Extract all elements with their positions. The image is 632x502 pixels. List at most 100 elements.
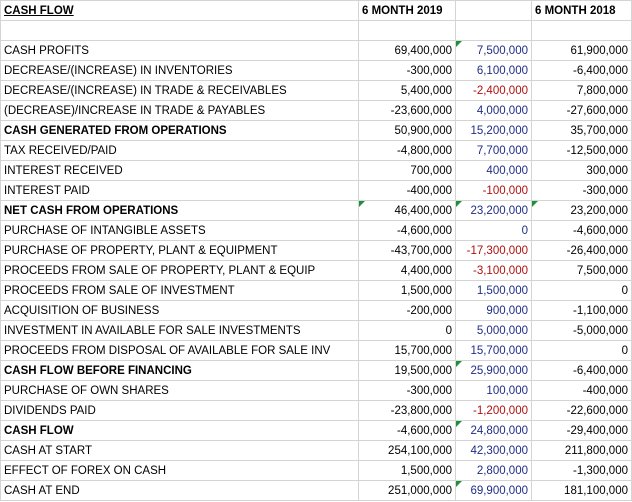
value-2018-cell[interactable]: 181,100,000	[531, 480, 632, 501]
row-label-cell[interactable]: ACQUISITION OF BUSINESS	[0, 300, 359, 321]
value-2019-cell[interactable]: -4,600,000	[358, 420, 456, 441]
value-mid-cell[interactable]: 7,700,000	[455, 140, 532, 161]
row-label-cell[interactable]: PURCHASE OF PROPERTY, PLANT & EQUIPMENT	[0, 240, 359, 261]
value-2019-cell[interactable]: 46,400,000	[358, 200, 456, 221]
empty-cell[interactable]	[531, 20, 632, 41]
value-mid-cell[interactable]: -1,200,000	[455, 400, 532, 421]
row-label-cell[interactable]: CASH AT START	[0, 440, 359, 461]
value-2018-cell[interactable]: -6,400,000	[531, 60, 632, 81]
value-2019-cell[interactable]: 50,900,000	[358, 120, 456, 141]
row-label-cell[interactable]: PROCEEDS FROM DISPOSAL OF AVAILABLE FOR …	[0, 340, 359, 361]
value-2018-cell[interactable]: -27,600,000	[531, 100, 632, 121]
value-2018-cell[interactable]: -1,300,000	[531, 460, 632, 481]
value-2018-cell[interactable]: -22,600,000	[531, 400, 632, 421]
value-2018-cell[interactable]: 0	[531, 280, 632, 301]
value-mid-cell[interactable]: 5,000,000	[455, 320, 532, 341]
value-2018-cell[interactable]: 211,800,000	[531, 440, 632, 461]
value-mid-cell[interactable]: -17,300,000	[455, 240, 532, 261]
value-2018-cell[interactable]: -4,600,000	[531, 220, 632, 241]
value-2018-cell[interactable]: 61,900,000	[531, 40, 632, 61]
value-mid-cell[interactable]: -3,100,000	[455, 260, 532, 281]
row-label-cell[interactable]: DIVIDENDS PAID	[0, 400, 359, 421]
value-2019-cell[interactable]: -200,000	[358, 300, 456, 321]
row-label-cell[interactable]: CASH FLOW BEFORE FINANCING	[0, 360, 359, 381]
value-2018-cell[interactable]: -26,400,000	[531, 240, 632, 261]
value-2019-cell[interactable]: 700,000	[358, 160, 456, 181]
row-label-cell[interactable]: PURCHASE OF INTANGIBLE ASSETS	[0, 220, 359, 241]
value-mid-cell[interactable]: 24,800,000	[455, 420, 532, 441]
value-2019-cell[interactable]: 5,400,000	[358, 80, 456, 101]
value-2018-cell[interactable]: -400,000	[531, 380, 632, 401]
header-2018-cell[interactable]: 6 MONTH 2018	[531, 0, 632, 21]
value-mid-cell[interactable]: 100,000	[455, 380, 532, 401]
value-2018-cell[interactable]: -300,000	[531, 180, 632, 201]
value-2019-cell[interactable]: 0	[358, 320, 456, 341]
value-2018-cell[interactable]: 300,000	[531, 160, 632, 181]
value-2018-cell[interactable]: 23,200,000	[531, 200, 632, 221]
row-label-cell[interactable]: NET CASH FROM OPERATIONS	[0, 200, 359, 221]
value-mid-cell[interactable]: 6,100,000	[455, 60, 532, 81]
row-label-cell[interactable]: EFFECT OF FOREX ON CASH	[0, 460, 359, 481]
empty-cell[interactable]	[358, 20, 456, 41]
value-2018-cell[interactable]: 7,800,000	[531, 80, 632, 101]
value-2019-cell[interactable]: -400,000	[358, 180, 456, 201]
value-2019-cell[interactable]: -23,800,000	[358, 400, 456, 421]
value-2019-cell[interactable]: 69,400,000	[358, 40, 456, 61]
value-mid-cell[interactable]: 900,000	[455, 300, 532, 321]
value-2019-cell[interactable]: -43,700,000	[358, 240, 456, 261]
value-mid-cell[interactable]: 7,500,000	[455, 40, 532, 61]
value-2018-cell[interactable]: -12,500,000	[531, 140, 632, 161]
header-mid-cell[interactable]	[455, 0, 532, 21]
value-2019-cell[interactable]: 254,100,000	[358, 440, 456, 461]
row-label-cell[interactable]: TAX RECEIVED/PAID	[0, 140, 359, 161]
row-label-cell[interactable]: PURCHASE OF OWN SHARES	[0, 380, 359, 401]
row-label-cell[interactable]: INTEREST PAID	[0, 180, 359, 201]
value-mid-cell[interactable]: 42,300,000	[455, 440, 532, 461]
value-mid-cell[interactable]: 2,800,000	[455, 460, 532, 481]
value-2019-cell[interactable]: 19,500,000	[358, 360, 456, 381]
value-2019-cell[interactable]: 1,500,000	[358, 460, 456, 481]
row-label-cell[interactable]: DECREASE/(INCREASE) IN INVENTORIES	[0, 60, 359, 81]
value-2018-cell[interactable]: -6,400,000	[531, 360, 632, 381]
row-label-cell[interactable]: INVESTMENT IN AVAILABLE FOR SALE INVESTM…	[0, 320, 359, 341]
row-label-cell[interactable]: PROCEEDS FROM SALE OF INVESTMENT	[0, 280, 359, 301]
row-label-cell[interactable]: PROCEEDS FROM SALE OF PROPERTY, PLANT & …	[0, 260, 359, 281]
row-label-cell[interactable]: CASH AT END	[0, 480, 359, 501]
header-2019-cell[interactable]: 6 MONTH 2019	[358, 0, 456, 21]
value-2019-cell[interactable]: -300,000	[358, 60, 456, 81]
row-label-cell[interactable]: INTEREST RECEIVED	[0, 160, 359, 181]
value-2019-cell[interactable]: 1,500,000	[358, 280, 456, 301]
value-mid-cell[interactable]: 15,700,000	[455, 340, 532, 361]
value-2018-cell[interactable]: 0	[531, 340, 632, 361]
value-2019-cell[interactable]: -23,600,000	[358, 100, 456, 121]
row-label-cell[interactable]: DECREASE/(INCREASE) IN TRADE & RECEIVABL…	[0, 80, 359, 101]
value-2018-cell[interactable]: 35,700,000	[531, 120, 632, 141]
row-label-cell[interactable]: CASH FLOW	[0, 420, 359, 441]
value-2019-cell[interactable]: 15,700,000	[358, 340, 456, 361]
value-mid-cell[interactable]: 4,000,000	[455, 100, 532, 121]
value-mid-cell[interactable]: 0	[455, 220, 532, 241]
row-label-cell[interactable]: CASH PROFITS	[0, 40, 359, 61]
value-mid-cell[interactable]: -100,000	[455, 180, 532, 201]
title-cell[interactable]: CASH FLOW	[0, 0, 359, 21]
value-mid-cell[interactable]: 1,500,000	[455, 280, 532, 301]
value-2019-cell[interactable]: -300,000	[358, 380, 456, 401]
value-mid-cell[interactable]: 400,000	[455, 160, 532, 181]
value-2018-cell[interactable]: -5,000,000	[531, 320, 632, 341]
value-2019-cell[interactable]: 4,400,000	[358, 260, 456, 281]
value-2019-cell[interactable]: 251,000,000	[358, 480, 456, 501]
value-2019-cell[interactable]: -4,600,000	[358, 220, 456, 241]
empty-cell[interactable]	[0, 20, 359, 41]
value-mid-cell[interactable]: 15,200,000	[455, 120, 532, 141]
value-2019-cell[interactable]: -4,800,000	[358, 140, 456, 161]
value-2018-cell[interactable]: -29,400,000	[531, 420, 632, 441]
value-mid-cell[interactable]: 25,900,000	[455, 360, 532, 381]
value-2018-cell[interactable]: 7,500,000	[531, 260, 632, 281]
value-2018-cell[interactable]: -1,100,000	[531, 300, 632, 321]
row-label-cell[interactable]: (DECREASE)/INCREASE IN TRADE & PAYABLES	[0, 100, 359, 121]
empty-cell[interactable]	[455, 20, 532, 41]
value-mid-cell[interactable]: 23,200,000	[455, 200, 532, 221]
row-label-cell[interactable]: CASH GENERATED FROM OPERATIONS	[0, 120, 359, 141]
value-mid-cell[interactable]: 69,900,000	[455, 480, 532, 501]
value-mid-cell[interactable]: -2,400,000	[455, 80, 532, 101]
